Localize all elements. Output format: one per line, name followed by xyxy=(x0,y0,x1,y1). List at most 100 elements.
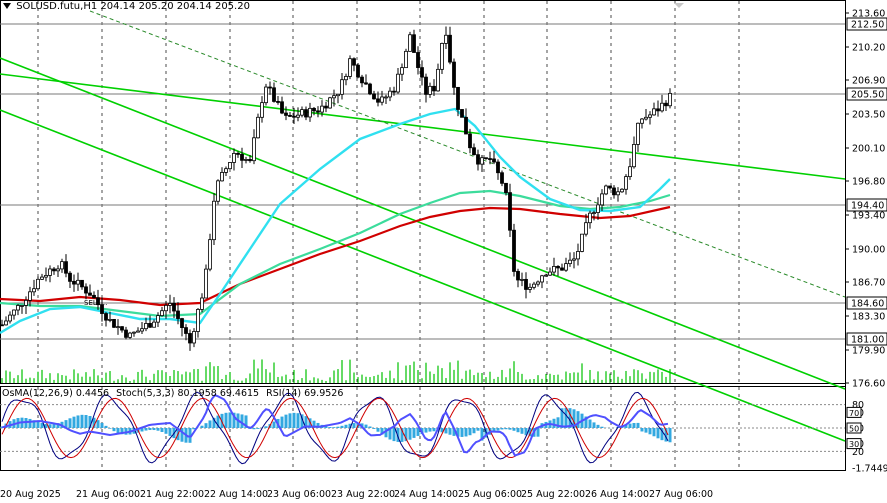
osma-bar xyxy=(668,428,672,443)
candle-body xyxy=(60,261,64,270)
osma-bar xyxy=(568,408,572,428)
osma-bar xyxy=(444,428,448,434)
osma-bar xyxy=(624,424,628,428)
osma-bar xyxy=(300,414,304,428)
osma-bar xyxy=(224,412,228,428)
candle-body xyxy=(500,172,504,184)
candle-body xyxy=(244,159,248,161)
level-price-box xyxy=(846,87,887,101)
candle-body xyxy=(588,212,592,224)
osma-bar xyxy=(88,415,92,428)
osma-bar xyxy=(284,414,288,428)
osma-bar xyxy=(596,424,600,428)
candle-body xyxy=(24,299,28,306)
candle-body xyxy=(456,86,460,110)
osma-bar xyxy=(640,428,644,432)
candle-body xyxy=(516,271,520,281)
candle-body xyxy=(348,58,352,77)
dashed-trendline[interactable] xyxy=(89,10,846,298)
osma-bar xyxy=(512,428,516,431)
scroll-marker-icon[interactable] xyxy=(674,3,684,8)
osma-bar xyxy=(36,421,40,428)
candle-body xyxy=(220,172,224,182)
candle-body xyxy=(84,286,88,294)
candle-body xyxy=(20,305,24,307)
candle-body xyxy=(464,116,468,135)
osma-bar xyxy=(112,428,116,432)
osma-bar xyxy=(160,428,164,432)
candle-body xyxy=(384,96,388,99)
rsi-line xyxy=(1,394,669,457)
osma-bar xyxy=(460,428,464,437)
indicator-header: OsMA(12,26,9) 0.4456 Stoch(5,3,3) 80.195… xyxy=(2,388,347,399)
osma-bar xyxy=(324,426,328,428)
candle-body xyxy=(316,110,320,113)
osma-bar xyxy=(124,428,128,435)
candle-body xyxy=(328,97,332,109)
osma-bar xyxy=(288,413,292,428)
osma-bar xyxy=(140,428,144,432)
candle-body xyxy=(352,58,356,66)
osma-bar xyxy=(416,428,420,436)
candle-body xyxy=(332,95,336,99)
time-axis-label: 24 Aug 14:00 xyxy=(394,489,458,500)
candle-body xyxy=(356,64,360,78)
osma-bar xyxy=(116,428,120,434)
candle-body xyxy=(268,86,272,89)
candle-body xyxy=(668,92,672,107)
candle-body xyxy=(416,52,420,68)
candle-body xyxy=(232,152,236,163)
osma-bar xyxy=(432,428,436,432)
level-price-label: 184.60 xyxy=(851,299,884,310)
candle-body xyxy=(224,168,228,173)
time-axis-label: 23 Aug 22:00 xyxy=(331,489,395,500)
osma-bar xyxy=(428,428,432,432)
candle-body xyxy=(236,152,240,155)
candle-body xyxy=(544,274,548,277)
candle-body xyxy=(512,229,516,272)
candle-body xyxy=(664,102,668,107)
candle-body xyxy=(36,278,40,290)
candle-body xyxy=(8,314,12,322)
osma-bar xyxy=(560,408,564,428)
candle-body xyxy=(104,313,108,321)
osma-bar xyxy=(244,415,248,428)
candle-body xyxy=(660,102,664,112)
candle-body xyxy=(80,279,84,288)
candle-body xyxy=(388,90,392,98)
candle-body xyxy=(28,291,32,301)
level-price-box xyxy=(846,332,887,346)
osma-bar xyxy=(392,428,396,442)
candle-body xyxy=(300,109,304,116)
indicator-level-box xyxy=(846,406,862,418)
candle-body xyxy=(100,304,104,314)
candle-body xyxy=(380,96,384,103)
osma-bar xyxy=(364,424,368,428)
candle-body xyxy=(476,154,480,165)
trend-channel-line[interactable] xyxy=(0,73,846,180)
candle-body xyxy=(292,115,296,118)
candle-body xyxy=(148,323,152,328)
trend-channel-line[interactable] xyxy=(0,109,846,442)
candle-body xyxy=(4,320,8,326)
candle-body xyxy=(624,176,628,190)
osma-bar xyxy=(628,423,632,428)
osma-bar xyxy=(552,418,556,428)
candle-body xyxy=(176,310,180,319)
trend-channel-line[interactable] xyxy=(0,57,846,390)
osma-bar xyxy=(192,428,196,430)
osma-bar xyxy=(308,418,312,428)
candle-body xyxy=(192,331,196,344)
price-tick-label: 179.90 xyxy=(852,346,885,357)
osma-bar xyxy=(536,428,540,437)
candle-body xyxy=(508,192,512,231)
candle-body xyxy=(644,116,648,120)
triangle-down-icon[interactable] xyxy=(3,3,11,9)
osma-bar xyxy=(204,423,208,428)
candle-body xyxy=(204,268,208,299)
osma-bar xyxy=(92,417,96,428)
high-value: 205.20 xyxy=(138,1,174,12)
osma-bar xyxy=(384,428,388,438)
